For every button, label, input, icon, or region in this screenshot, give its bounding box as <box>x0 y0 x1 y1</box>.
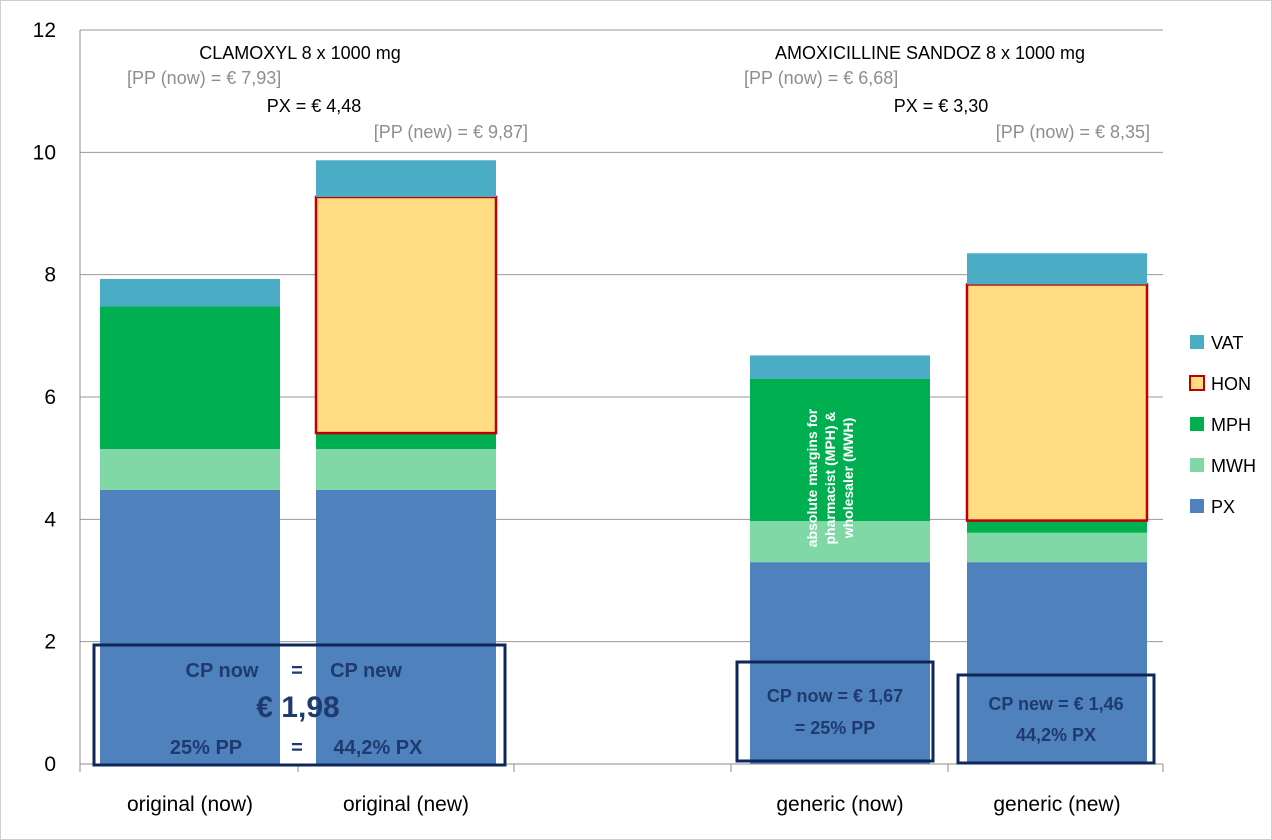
bar-mwh-2 <box>750 521 930 563</box>
y-tick-label: 2 <box>44 631 56 654</box>
y-axis-ticks: 0 2 4 6 8 10 12 <box>33 19 57 776</box>
amox-pp-new: [PP (now) = € 8,35] <box>996 122 1150 142</box>
bar-mph-3 <box>967 520 1147 533</box>
legend-label-hon: HON <box>1211 374 1251 394</box>
bar-px-0 <box>100 489 280 764</box>
cp-orig-px-label: 44,2% PX <box>334 737 424 759</box>
cp-box-generic-new-frame <box>956 673 1156 765</box>
clamoxyl-annotations: CLAMOXYL 8 x 1000 mg [PP (now) = € 7,93]… <box>127 43 528 142</box>
cp-box-generic-now: CP now = € 1,67 = 25% PP <box>735 660 935 763</box>
cp-orig-eq-1: = <box>291 660 303 682</box>
bar-px-1 <box>316 489 496 764</box>
legend-swatch-vat <box>1190 335 1204 349</box>
x-category-label: generic (new) <box>993 793 1120 816</box>
cp-gen-new-line-1: CP new = € 1,46 <box>988 694 1123 714</box>
cp-gen-now-line-2: = 25% PP <box>795 718 876 738</box>
bar-mph-0 <box>100 306 280 449</box>
bar-vat-0 <box>100 278 280 307</box>
bar-mph-1 <box>316 433 496 449</box>
legend: VAT HON MPH MWH PX <box>1189 333 1256 517</box>
x-category-label: original (now) <box>127 793 253 816</box>
bar-px-3 <box>967 562 1147 764</box>
cp-orig-eq-2: = <box>291 737 303 759</box>
y-tick-label: 8 <box>44 264 56 287</box>
margin-note-line-3: wholesaler (MWH) <box>840 418 856 540</box>
cp-orig-pp-label: 25% PP <box>170 737 242 759</box>
x-axis-labels: original (now) original (new) generic (now… <box>127 793 1121 816</box>
y-tick-label: 6 <box>44 386 56 409</box>
amoxicilline-annotations: AMOXICILLINE SANDOZ 8 x 1000 mg [PP (now… <box>744 43 1150 142</box>
cp-box-generic-new: CP new = € 1,46 44,2% PX <box>956 673 1156 765</box>
cp-gen-now-line-1: CP now = € 1,67 <box>767 686 903 706</box>
legend-label-vat: VAT <box>1211 333 1243 353</box>
y-tick-label: 4 <box>44 508 56 531</box>
margin-note-line-2: pharmacist (MPH) & <box>822 411 838 544</box>
y-tick-label: 12 <box>33 19 56 42</box>
x-category-label: generic (now) <box>776 793 903 816</box>
cp-box-original: CP now = CP new € 1,98 25% PP = 44,2% PX <box>92 643 507 767</box>
margin-note: absolute margins for pharmacist (MPH) & … <box>804 408 856 547</box>
cp-orig-new-label: CP new <box>330 660 402 682</box>
legend-swatch-mph <box>1190 417 1204 431</box>
clamoxyl-px: PX = € 4,48 <box>267 96 362 116</box>
bar-vat-2 <box>750 355 930 379</box>
legend-swatch-hon <box>1189 375 1205 391</box>
bar-mwh-1 <box>316 448 496 490</box>
legend-label-mwh: MWH <box>1211 456 1256 476</box>
cp-orig-now-label: CP now <box>186 660 259 682</box>
bar-mph-2 <box>750 378 930 522</box>
bars <box>100 160 1149 764</box>
bar-vat-3 <box>967 253 1147 285</box>
clamoxyl-title: CLAMOXYL 8 x 1000 mg <box>199 43 400 63</box>
x-category-label: original (new) <box>343 793 469 816</box>
legend-label-mph: MPH <box>1211 415 1251 435</box>
amox-px: PX = € 3,30 <box>894 96 989 116</box>
bar-mwh-0 <box>100 448 280 490</box>
y-tick-label: 0 <box>44 753 56 776</box>
y-tick-label: 10 <box>33 141 56 164</box>
legend-label-px: PX <box>1211 497 1235 517</box>
legend-swatch-mwh <box>1190 458 1204 472</box>
cp-box-original-frame <box>92 643 507 767</box>
clamoxyl-pp-new: [PP (new) = € 9,87] <box>374 122 528 142</box>
amox-pp-now: [PP (now) = € 6,68] <box>744 68 898 88</box>
bar-hon-3 <box>965 283 1149 522</box>
bar-hon-1 <box>314 195 498 435</box>
bar-vat-1 <box>316 160 496 197</box>
clamoxyl-pp-now: [PP (now) = € 7,93] <box>127 68 281 88</box>
bar-mwh-3 <box>967 532 1147 563</box>
margin-note-line-1: absolute margins for <box>804 408 820 547</box>
amox-title: AMOXICILLINE SANDOZ 8 x 1000 mg <box>775 43 1085 63</box>
cp-orig-value: € 1,98 <box>256 691 339 724</box>
cp-gen-new-line-2: 44,2% PX <box>1016 725 1096 745</box>
legend-swatch-px <box>1190 499 1204 513</box>
cp-box-generic-now-frame <box>735 660 935 763</box>
